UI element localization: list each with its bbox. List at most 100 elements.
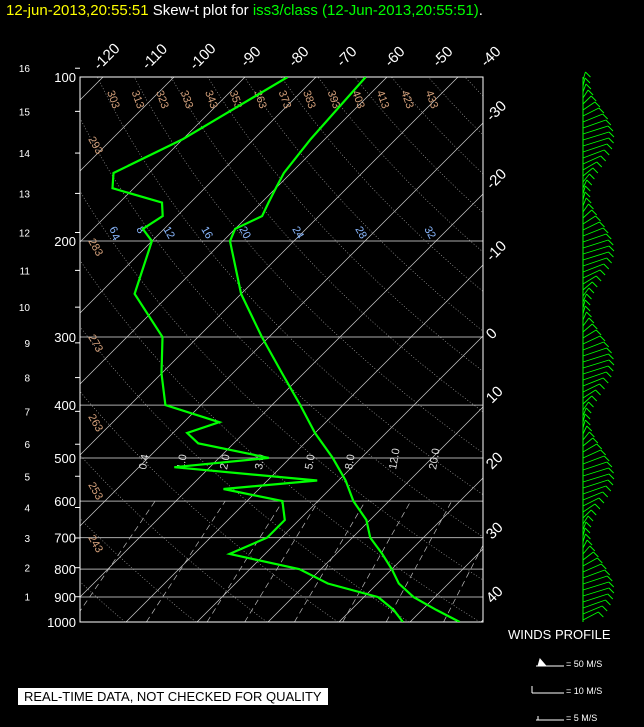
- mixing-ratio-line: [342, 500, 412, 622]
- mixing-ratio-label: 24: [289, 225, 306, 242]
- temp-top-label: -80: [285, 43, 312, 70]
- wind-legend-barbs: [531, 657, 564, 721]
- temp-right-label: -10: [483, 237, 510, 264]
- pressure-label: 1000: [47, 615, 76, 630]
- dry-adiabat: [80, 454, 268, 622]
- dry-adiabat-label: 373: [276, 89, 294, 110]
- moist-label: 0.4: [137, 453, 151, 470]
- height-label: 3: [24, 534, 30, 545]
- dry-adiabat: [280, 77, 483, 292]
- dry-adiabat: [97, 77, 483, 496]
- mixing-ratio-label: 20: [236, 225, 253, 242]
- isotherm: [80, 77, 317, 314]
- temp-top-label: -60: [381, 43, 408, 70]
- moist-label: 5.0: [303, 453, 317, 470]
- isotherm: [409, 548, 483, 622]
- temp-right-label: -20: [483, 165, 510, 192]
- mixing-ratio-label: 28: [352, 225, 369, 242]
- isotherm: [80, 193, 483, 598]
- mixing-ratio-line: [80, 500, 156, 612]
- height-label: 14: [19, 149, 31, 160]
- winds-profile-label: WINDS PROFILE: [508, 627, 611, 642]
- height-label: 8: [24, 374, 30, 385]
- title-period: .: [478, 2, 483, 19]
- isotherm: [80, 77, 175, 172]
- mixing-ratio-line: [294, 500, 366, 622]
- title-station: iss3/class (12-Jun-2013,20:55:51): [252, 2, 479, 19]
- height-label: 5: [24, 472, 30, 483]
- quality-disclaimer: REAL-TIME DATA, NOT CHECKED FOR QUALITY: [18, 688, 328, 705]
- mixing-ratio-label: 12: [160, 225, 177, 242]
- title-middle: Skew-t plot for: [148, 2, 253, 19]
- temp-right-label: -30: [483, 97, 510, 124]
- temp-right-label: 40: [483, 583, 507, 607]
- height-label: 11: [20, 266, 31, 277]
- mixing-ratio-line: [244, 500, 319, 622]
- temp-top-label: -40: [477, 43, 504, 70]
- temp-top-label: -100: [186, 40, 219, 73]
- mixing-ratio-label: 16: [198, 225, 215, 242]
- temp-top-label: -50: [429, 43, 456, 70]
- height-label: 6: [24, 440, 30, 451]
- isotherm: [80, 77, 388, 385]
- dry-adiabat-label: 333: [178, 89, 196, 110]
- height-label: 1: [24, 593, 30, 604]
- wind-legend-5: = 5 M/S: [566, 713, 598, 723]
- temp-right-label: 30: [483, 519, 507, 543]
- dry-adiabat-label: 263: [85, 412, 105, 434]
- height-label: 4: [24, 503, 30, 514]
- pressure-label: 100: [54, 70, 76, 85]
- dry-adiabat-label: 283: [85, 237, 105, 259]
- dry-adiabat: [133, 77, 483, 454]
- wind-profile: [582, 71, 615, 622]
- pressure-label: 600: [54, 494, 76, 509]
- dry-adiabat-label: 413: [374, 89, 392, 110]
- isotherm: [196, 335, 483, 622]
- isotherm: [623, 77, 644, 622]
- mixing-ratio-label: 8: [133, 225, 146, 236]
- dry-adiabat-label: 433: [423, 89, 441, 110]
- mixing-ratio-line: [146, 500, 226, 622]
- mixing-ratio-line: [385, 500, 453, 622]
- dry-adiabat: [170, 77, 483, 413]
- wind-legend-50: = 50 M/S: [566, 659, 603, 669]
- moist-label: 12.0: [387, 447, 403, 470]
- dry-adiabat-label: 343: [202, 89, 220, 110]
- pressure-label: 900: [54, 590, 76, 605]
- height-label: 12: [19, 228, 31, 239]
- isotherm: [80, 77, 459, 456]
- dry-adiabat: [80, 518, 197, 622]
- temp-top-label: -70: [333, 43, 360, 70]
- dewpoint-trace: [111, 77, 404, 622]
- title-datetime: 12-jun-2013,20:55:51: [6, 2, 149, 19]
- dry-adiabat: [391, 77, 483, 175]
- grid-layer: [80, 77, 644, 622]
- pressure-label: 200: [54, 234, 76, 249]
- isotherm: [338, 477, 483, 622]
- temperature-trace: [228, 77, 461, 622]
- dry-adiabat-label: 423: [398, 89, 416, 110]
- height-label: 16: [19, 64, 31, 75]
- dry-adiabat-label: 293: [85, 135, 105, 157]
- mixing-ratio-line: [206, 500, 284, 622]
- mixing-ratio-label: 32: [421, 225, 438, 242]
- mixing-ratio-label: 6: [106, 225, 119, 236]
- dry-adiabat-label: 313: [129, 89, 147, 110]
- pressure-label: 500: [54, 451, 76, 466]
- chart-title: 12-jun-2013,20:55:51 Skew-t plot for iss…: [6, 2, 483, 19]
- pressure-label: 300: [54, 330, 76, 345]
- pressure-label: 700: [54, 531, 76, 546]
- height-label: 2: [24, 564, 30, 575]
- moist-label: 8.0: [343, 453, 357, 470]
- temp-right-label: 0: [483, 325, 501, 343]
- isotherm: [125, 264, 483, 622]
- plot-frame: [79, 76, 484, 623]
- wind-legend-10: = 10 M/S: [566, 686, 603, 696]
- isotherm: [80, 122, 483, 527]
- dry-adiabat: [80, 259, 481, 622]
- moist-label: 20.0: [427, 447, 443, 470]
- isotherm: [267, 406, 483, 622]
- pressure-label: 800: [54, 562, 76, 577]
- dry-adiabat: [80, 581, 126, 622]
